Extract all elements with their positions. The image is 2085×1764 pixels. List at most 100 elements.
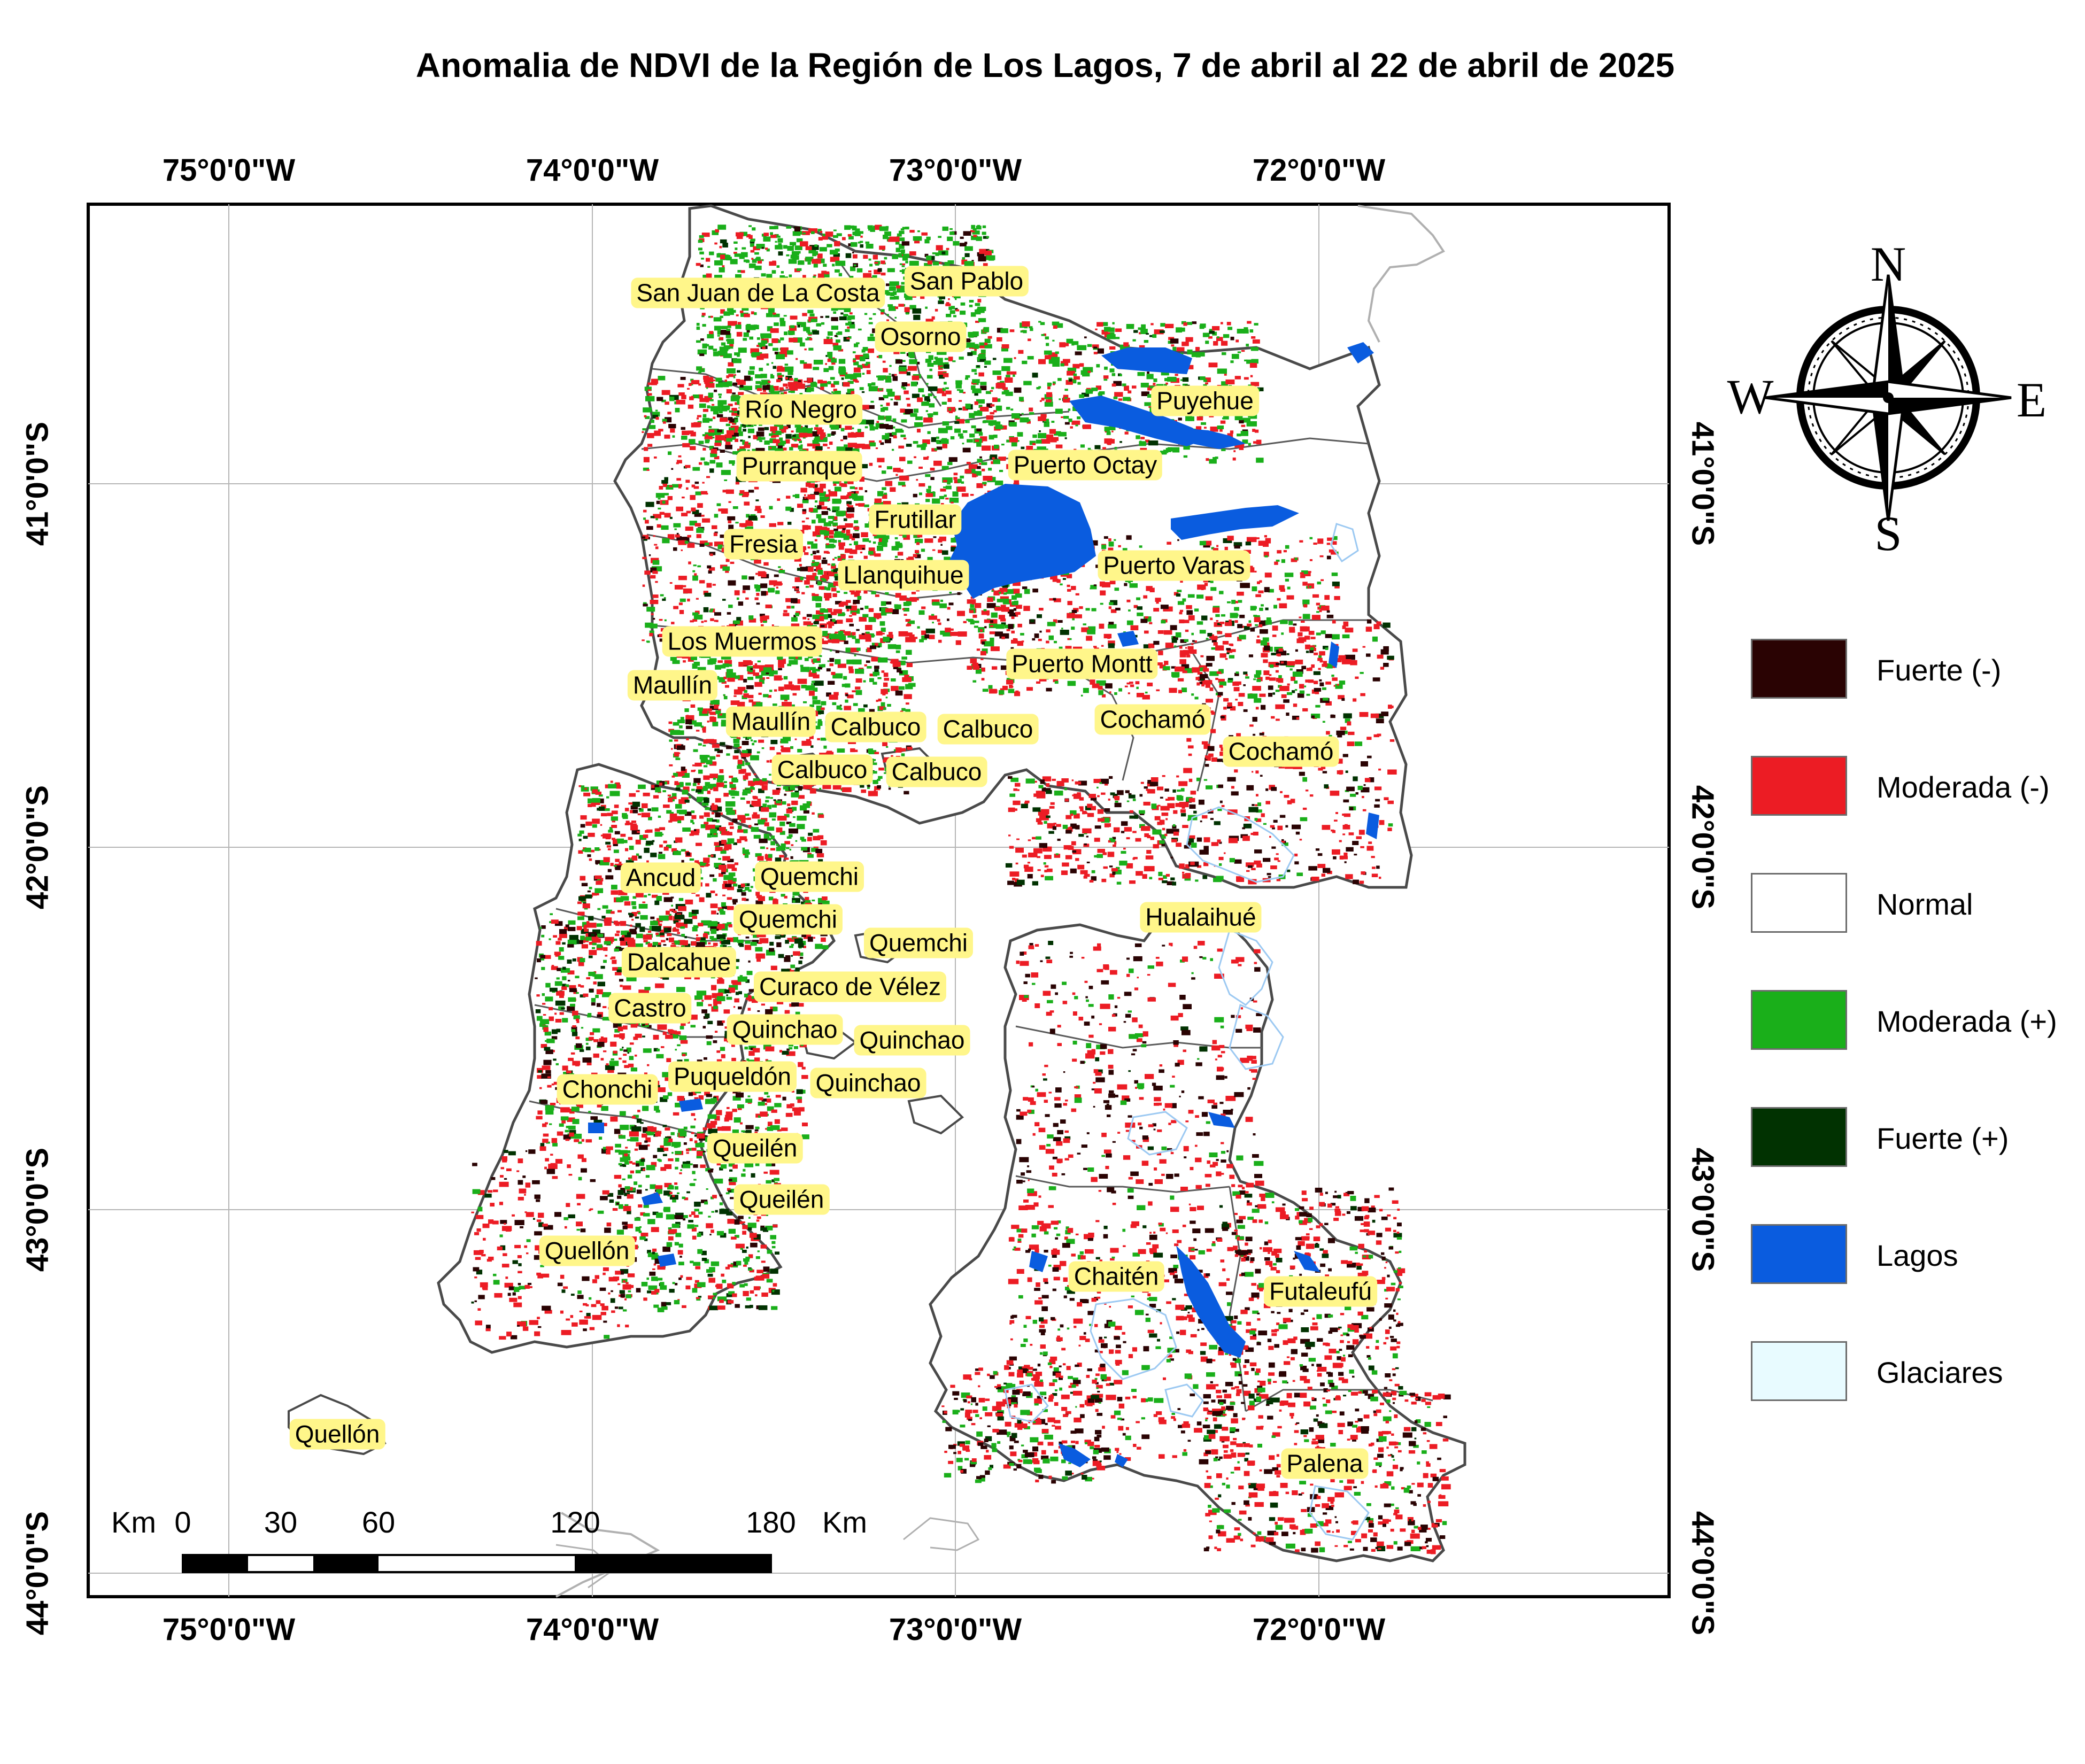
ndvi-pixel (740, 439, 744, 442)
ndvi-pixel (979, 342, 988, 347)
ndvi-pixel (1009, 684, 1013, 688)
ndvi-pixel (834, 335, 837, 337)
ndvi-pixel (868, 322, 873, 324)
ndvi-pixel (794, 423, 801, 428)
ndvi-pixel (773, 312, 776, 315)
ndvi-pixel (899, 595, 907, 601)
ndvi-pixel (752, 352, 762, 358)
ndvi-pixel (659, 486, 663, 490)
ndvi-pixel (1003, 592, 1007, 595)
ndvi-pixel (658, 429, 663, 432)
ndvi-pixel (905, 227, 909, 230)
ndvi-pixel (718, 709, 721, 712)
ndvi-pixel (728, 374, 734, 377)
ndvi-pixel (726, 339, 730, 342)
ndvi-pixel (982, 225, 986, 228)
ndvi-pixel (864, 363, 868, 366)
ndvi-pixel (841, 684, 846, 687)
ndvi-pixel (811, 543, 818, 549)
ndvi-pixel (899, 369, 908, 374)
ndvi-pixel (1231, 354, 1239, 359)
ndvi-pixel (1241, 424, 1246, 427)
ndvi-pixel (923, 457, 929, 460)
ndvi-pixel (835, 269, 840, 273)
ndvi-pixel (797, 268, 802, 271)
ndvi-pixel (1252, 586, 1257, 592)
ndvi-pixel (810, 745, 814, 748)
ndvi-pixel (693, 422, 701, 427)
ndvi-pixel (800, 360, 805, 364)
ndvi-pixel (682, 773, 690, 778)
ndvi-pixel (754, 252, 759, 255)
ndvi-pixel (1182, 342, 1189, 346)
ndvi-pixel (1096, 364, 1100, 368)
ndvi-pixel (991, 461, 994, 465)
ndvi-pixel (644, 570, 651, 575)
ndvi-pixel (1276, 560, 1280, 562)
ndvi-pixel (754, 597, 759, 600)
ndvi-pixel (1083, 623, 1086, 625)
ndvi-pixel (757, 660, 761, 663)
ndvi-pixel (799, 231, 804, 235)
ndvi-pixel (739, 449, 742, 452)
ndvi-pixel (904, 675, 909, 679)
ndvi-pixel (1230, 430, 1234, 434)
ndvi-pixel (837, 558, 842, 561)
ndvi-pixel (707, 565, 712, 569)
ndvi-pixel (766, 313, 773, 318)
ndvi-pixel (786, 254, 790, 257)
ndvi-pixel (709, 251, 714, 256)
ndvi-pixel (861, 633, 865, 635)
ndvi-pixel (966, 342, 975, 348)
ndvi-pixel (1002, 685, 1008, 691)
ndvi-pixel (732, 423, 736, 425)
ndvi-pixel (822, 631, 828, 637)
ndvi-pixel (1001, 346, 1008, 352)
ndvi-pixel (822, 575, 830, 579)
ndvi-pixel (902, 535, 907, 538)
ndvi-pixel (681, 537, 690, 542)
ndvi-pixel (1124, 385, 1129, 391)
ndvi-pixel (736, 617, 742, 622)
ndvi-pixel (1114, 539, 1116, 541)
ndvi-pixel (857, 595, 862, 600)
ndvi-pixel (720, 417, 728, 422)
ndvi-pixel (711, 406, 721, 412)
ndvi-pixel (696, 598, 699, 600)
ndvi-pixel (1211, 638, 1217, 643)
ndvi-pixel (692, 394, 699, 398)
ndvi-pixel (1039, 430, 1041, 432)
ndvi-pixel (1235, 601, 1238, 604)
ndvi-pixel (682, 585, 686, 587)
ndvi-pixel (1234, 376, 1241, 380)
ndvi-pixel (702, 434, 706, 437)
ndvi-pixel (955, 298, 957, 300)
ndvi-pixel (1009, 437, 1018, 443)
ndvi-pixel (790, 385, 798, 391)
ndvi-pixel (962, 430, 968, 433)
ndvi-pixel (1191, 352, 1199, 357)
ndvi-pixel (730, 396, 741, 401)
ndvi-pixel (780, 694, 790, 700)
ndvi-pixel (1279, 585, 1285, 590)
ndvi-pixel (820, 625, 825, 628)
ndvi-pixel (732, 375, 736, 377)
ndvi-pixel (717, 335, 720, 337)
ndvi-pixel (837, 331, 843, 335)
ndvi-pixel (1177, 601, 1185, 605)
ndvi-pixel (789, 447, 793, 451)
ndvi-pixel (1306, 693, 1310, 696)
ndvi-pixel (1203, 379, 1207, 382)
ndvi-pixel (733, 695, 737, 697)
ndvi-pixel (820, 383, 828, 387)
ndvi-pixel (990, 646, 1000, 652)
ndvi-pixel (1065, 380, 1073, 385)
ndvi-pixel (1080, 444, 1085, 448)
ndvi-pixel (817, 273, 825, 278)
ndvi-pixel (1147, 683, 1153, 686)
ndvi-pixel (945, 303, 951, 306)
ndvi-pixel (761, 247, 764, 249)
ndvi-pixel (1011, 413, 1021, 419)
ndvi-pixel (685, 465, 691, 468)
ndvi-pixel (742, 424, 746, 427)
